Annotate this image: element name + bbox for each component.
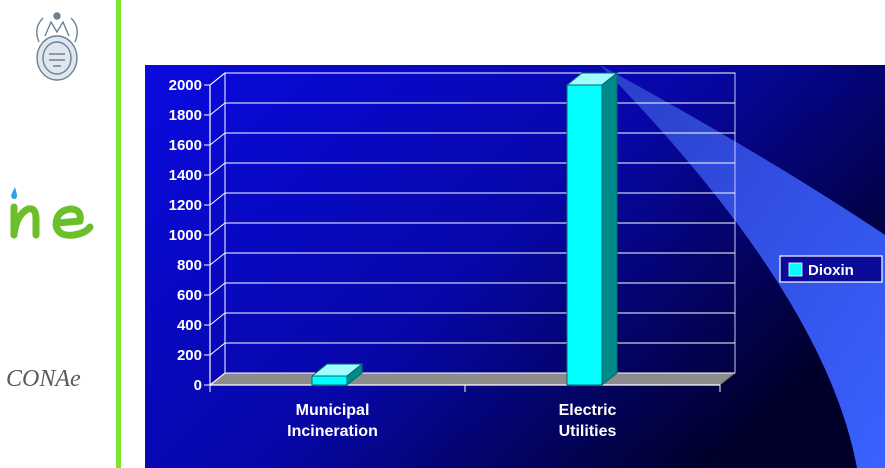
gridline — [209, 132, 735, 146]
bar-side — [601, 71, 618, 387]
gridline — [209, 192, 735, 206]
y-tick-label: 0 — [194, 377, 202, 394]
y-tick-label: 200 — [177, 347, 202, 364]
legend-label: Dioxin — [808, 262, 854, 279]
chart-background — [145, 65, 885, 468]
gridline — [209, 252, 735, 266]
bar — [566, 84, 603, 386]
y-tick-label: 1000 — [169, 227, 202, 244]
y-tick-label: 1200 — [169, 197, 202, 214]
ine-logo — [2, 185, 110, 245]
y-tick-label: 1800 — [169, 107, 202, 124]
gridline — [209, 282, 735, 296]
x-category-label: Electric — [559, 402, 617, 419]
x-category-label: Utilities — [559, 423, 617, 440]
sidebar-divider — [116, 0, 121, 468]
university-seal — [36, 12, 78, 81]
x-category-label: Municipal — [296, 402, 370, 419]
bar-side — [346, 362, 363, 387]
y-tick-label: 600 — [177, 287, 202, 304]
water-drop-icon — [11, 187, 17, 200]
dioxin-chart: 0 200 400 600 800 1000 1200 1400 1600 1800 2000 Mun… — [145, 65, 885, 468]
gridline — [209, 102, 735, 116]
bar — [311, 375, 348, 386]
x-category-label: Incineration — [287, 423, 378, 440]
gridline — [209, 372, 735, 386]
legend-swatch — [788, 262, 803, 277]
y-tick-label: 1400 — [169, 167, 202, 184]
gridline — [209, 342, 735, 356]
y-tick-label: 400 — [177, 317, 202, 334]
ine-letters-icon — [10, 203, 94, 239]
seal-emblem-icon — [36, 12, 78, 81]
plot-area: 0 200 400 600 800 1000 1200 1400 1600 1800 2000 Mun… — [169, 71, 737, 440]
gridline — [209, 162, 735, 176]
chart-floor — [208, 372, 737, 386]
gridline — [209, 312, 735, 326]
y-tick-label: 1600 — [169, 137, 202, 154]
y-tick-label: 2000 — [169, 77, 202, 94]
sidebar: CONAe — [0, 0, 118, 468]
legend: Dioxin — [779, 255, 883, 283]
conae-logo: CONAe — [6, 366, 81, 392]
gridline — [209, 222, 735, 236]
gridline — [209, 72, 735, 86]
y-tick-label: 800 — [177, 257, 202, 274]
conae-logo-text: CONAe — [6, 366, 81, 392]
